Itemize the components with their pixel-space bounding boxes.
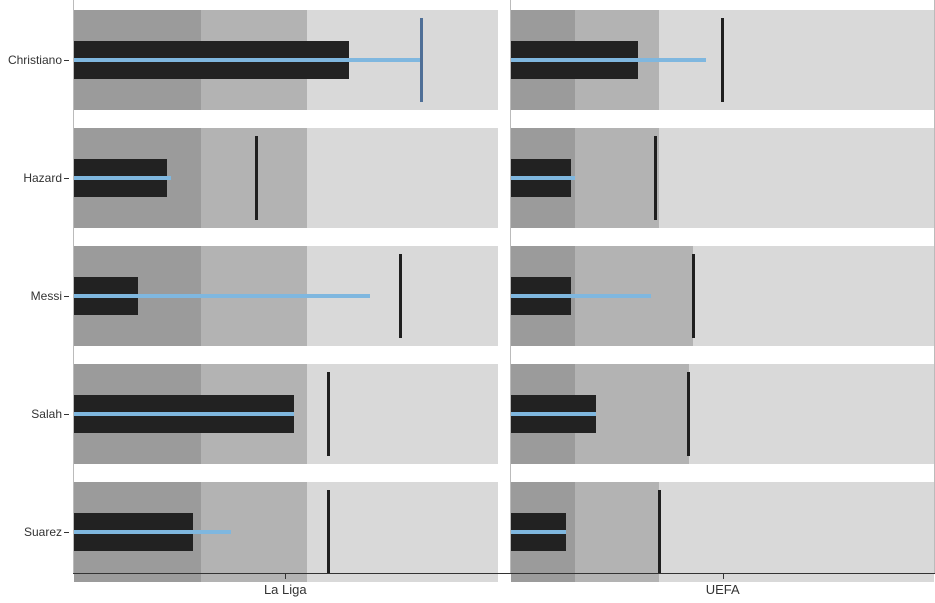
y-axis-labels: Christiano Hazard Messi Salah Suarez (0, 0, 73, 573)
bullet-row (74, 128, 498, 228)
bullet-row (74, 246, 498, 346)
bullet-row (511, 364, 934, 464)
target-marker (687, 372, 690, 456)
target-marker (658, 490, 661, 574)
y-axis-label: Christiano (8, 53, 69, 67)
bullet-row (511, 10, 934, 110)
facet-panel (73, 0, 498, 573)
x-axis-label: La Liga (73, 574, 498, 603)
target-marker (327, 490, 330, 574)
bullet-chart: Christiano Hazard Messi Salah Suarez La Liga… (0, 0, 935, 603)
measure-line (511, 530, 566, 534)
measure-line (74, 412, 294, 416)
target-marker (721, 18, 724, 102)
measure-line (511, 176, 574, 180)
x-axis-label: UEFA (510, 574, 935, 603)
target-marker (327, 372, 330, 456)
bullet-row (511, 128, 934, 228)
y-axis-label: Suarez (24, 525, 69, 539)
measure-line (74, 294, 370, 298)
x-axis: La Liga UEFA (73, 573, 935, 603)
target-marker (255, 136, 258, 220)
measure-line (511, 58, 705, 62)
measure-line (74, 58, 421, 62)
target-marker (692, 254, 695, 338)
y-axis-label: Messi (31, 289, 69, 303)
target-marker (654, 136, 657, 220)
facet-panel (510, 0, 935, 573)
target-marker (399, 254, 402, 338)
bullet-row (511, 246, 934, 346)
y-axis-label: Hazard (23, 171, 69, 185)
bullet-row (74, 482, 498, 582)
bullet-row (74, 364, 498, 464)
bullet-row (74, 10, 498, 110)
measure-line (511, 412, 596, 416)
measure-line (74, 176, 171, 180)
bullet-row (511, 482, 934, 582)
measure-line (74, 530, 231, 534)
measure-line (511, 294, 650, 298)
facet-panels (73, 0, 935, 573)
y-axis-label: Salah (31, 407, 69, 421)
target-marker (420, 18, 423, 102)
